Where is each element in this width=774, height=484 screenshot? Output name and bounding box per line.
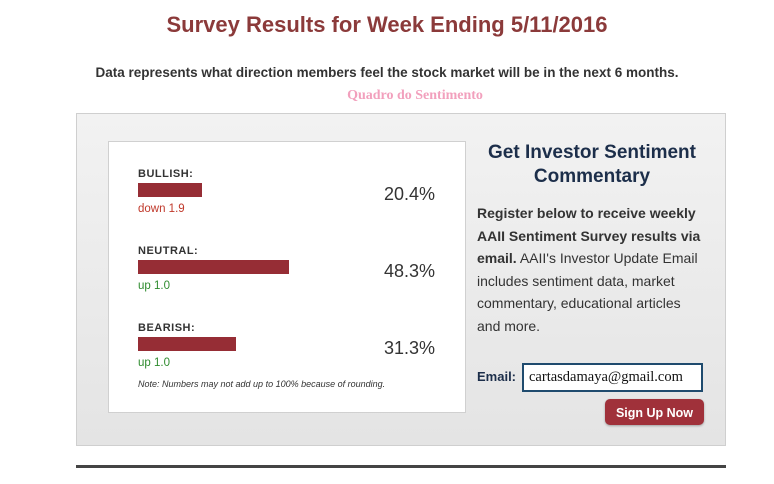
category-label-neutral: NEUTRAL: bbox=[138, 245, 199, 257]
sentiment-chart: BULLISH: down 1.9 20.4% NEUTRAL: up 1.0 … bbox=[108, 141, 466, 413]
sentiment-caption: Quadro do Sentimento bbox=[347, 88, 483, 103]
value-label-bullish: 20.4% bbox=[383, 184, 435, 204]
signup-heading: Get Investor Sentiment Commentary bbox=[488, 142, 696, 187]
change-label-bullish: down 1.9 bbox=[138, 203, 185, 215]
chart-row-neutral: NEUTRAL: up 1.0 48.3% bbox=[138, 245, 448, 305]
signup-description-bold: Register below to receive weekly AAII Se… bbox=[477, 205, 701, 266]
change-label-neutral: up 1.0 bbox=[138, 280, 170, 292]
survey-panel: BULLISH: down 1.9 20.4% NEUTRAL: up 1.0 … bbox=[76, 113, 726, 446]
chart-row-bearish: BEARISH: up 1.0 31.3% bbox=[138, 322, 448, 382]
bar-bullish bbox=[138, 183, 202, 197]
bar-bearish bbox=[138, 337, 236, 351]
sign-up-button[interactable]: Sign Up Now bbox=[605, 399, 704, 425]
email-label: Email: bbox=[477, 369, 517, 384]
category-label-bearish: BEARISH: bbox=[138, 322, 196, 334]
page-title: Survey Results for Week Ending 5/11/2016 bbox=[166, 12, 608, 37]
category-label-bullish: BULLISH: bbox=[138, 168, 194, 180]
value-label-bearish: 31.3% bbox=[383, 338, 435, 358]
page-subtitle: Data represents what direction members f… bbox=[95, 65, 679, 80]
signup-description-rest: AAII's Investor Update Email includes se… bbox=[477, 250, 698, 334]
rounding-note: Note: Numbers may not add up to 100% bec… bbox=[138, 379, 386, 389]
change-label-bearish: up 1.0 bbox=[138, 357, 170, 369]
signup-description: Register below to receive weekly AAII Se… bbox=[477, 202, 705, 337]
bar-neutral bbox=[138, 260, 289, 274]
chart-row-bullish: BULLISH: down 1.9 20.4% bbox=[138, 168, 448, 228]
section-divider bbox=[76, 465, 726, 468]
email-input[interactable] bbox=[522, 363, 703, 392]
value-label-neutral: 48.3% bbox=[383, 261, 435, 281]
